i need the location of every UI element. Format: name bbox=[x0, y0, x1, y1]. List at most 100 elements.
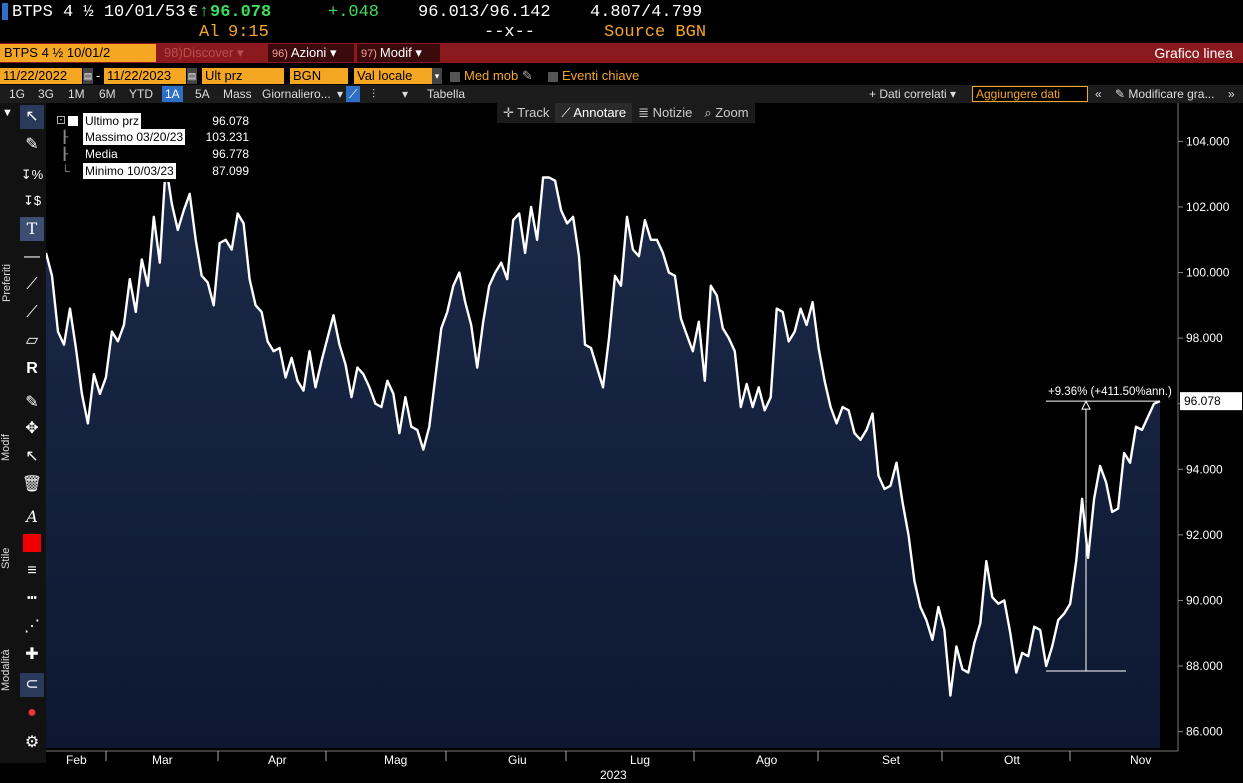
calendar-icon[interactable]: ▤ bbox=[83, 68, 93, 84]
horizontal-line-icon[interactable]: — bbox=[24, 248, 40, 265]
currency-select[interactable]: Val locale bbox=[354, 68, 432, 84]
end-date-input[interactable]: 11/22/2023 bbox=[104, 68, 186, 84]
field-select[interactable]: Ult prz bbox=[202, 68, 284, 84]
legend-avg-row[interactable]: ┠ Media 96.778 bbox=[55, 146, 253, 162]
tree-branch-icon: ┠ bbox=[61, 130, 69, 144]
moving-avg-toggle[interactable]: Med mob ✎ bbox=[450, 68, 533, 84]
modify-chart-button[interactable]: ✎ Modificare gra... bbox=[1115, 87, 1215, 101]
bar-chart-icon[interactable]: ⫶ bbox=[372, 87, 376, 101]
x-tick-label: Lug bbox=[630, 753, 650, 767]
table-button[interactable]: Tabella bbox=[427, 87, 466, 101]
range-button-6m[interactable]: 6M bbox=[99, 87, 116, 101]
quote-bar: BTPS 4 ½ 10/01/53 € ↑ 96.078 +.048 96.01… bbox=[0, 0, 1243, 43]
line-weight-icon[interactable]: ≡ bbox=[27, 562, 37, 579]
tree-branch-icon: ┠ bbox=[61, 147, 69, 161]
actions-menu[interactable]: 96) Azioni ▾ bbox=[268, 44, 354, 62]
ray-line-icon[interactable]: ⟋ bbox=[26, 304, 38, 321]
last-value-box bbox=[1180, 392, 1242, 411]
legend-low-row[interactable]: └ Minimo 10/03/23 87.099 bbox=[55, 163, 253, 179]
dollar-tool-icon[interactable]: ↧$ bbox=[22, 193, 42, 208]
color-dots-icon[interactable]: ● bbox=[27, 704, 37, 721]
start-date-input[interactable]: 11/22/2022 bbox=[0, 68, 82, 84]
trend-line-icon[interactable]: ⟋ bbox=[26, 276, 38, 293]
ticker[interactable]: BTPS 4 ½ 10/01/53 bbox=[12, 3, 186, 22]
legend-avg-label: Media bbox=[83, 146, 120, 162]
pen-icon[interactable]: ✎ bbox=[25, 136, 39, 153]
range-button-1m[interactable]: 1M bbox=[68, 87, 85, 101]
crosshair-icon[interactable]: ✚ bbox=[25, 646, 39, 663]
security-field[interactable]: BTPS 4 ½ 10/01/2 bbox=[0, 44, 156, 62]
trash-icon[interactable]: 🗑 bbox=[21, 476, 43, 493]
news-button[interactable]: ≣ Notizie bbox=[638, 105, 693, 120]
range-button-ytd[interactable]: YTD bbox=[129, 87, 153, 101]
add-data-input[interactable]: Aggiungere dati bbox=[972, 86, 1088, 102]
legend-high-row[interactable]: ┠ Massimo 03/20/23 103.231 bbox=[55, 129, 253, 145]
style-label: Stile bbox=[0, 547, 12, 569]
range-button-1g[interactable]: 1G bbox=[9, 87, 26, 101]
chevron-down-icon[interactable]: ▾ bbox=[337, 87, 344, 101]
bid-ask: 96.013/96.142 bbox=[418, 3, 551, 22]
line-style-icon[interactable]: ┅ bbox=[27, 590, 37, 607]
font-style-icon[interactable]: A bbox=[26, 507, 38, 526]
collapse-icon[interactable]: - bbox=[57, 116, 65, 124]
channel-icon[interactable]: ▱ bbox=[25, 332, 39, 349]
x-tick-label: Apr bbox=[268, 753, 287, 767]
checkbox-icon bbox=[548, 71, 558, 82]
range-button-3g[interactable]: 3G bbox=[38, 87, 55, 101]
collapse-icon[interactable]: « bbox=[1095, 87, 1102, 101]
chevron-down-icon: ▾ bbox=[329, 45, 337, 60]
price-line[interactable] bbox=[46, 163, 1161, 697]
discover-menu[interactable]: 98)Discover ▾ bbox=[164, 45, 244, 60]
magnet-icon[interactable]: ⊂ bbox=[20, 673, 44, 697]
range-button-5a[interactable]: 5A bbox=[195, 87, 210, 101]
modify-menu[interactable]: 97) Modif ▾ bbox=[357, 44, 440, 62]
line-chart-icon[interactable]: ⟋ bbox=[346, 86, 361, 102]
legend-last-row[interactable]: - Ultimo prz 96.078 bbox=[55, 113, 253, 129]
favorites-label: Preferiti bbox=[1, 264, 13, 302]
range-button-mass[interactable]: Mass bbox=[223, 87, 252, 101]
legend-last-label: Ultimo prz bbox=[83, 113, 142, 129]
key-events-toggle[interactable]: Eventi chiave bbox=[548, 68, 639, 84]
settings-gear-icon[interactable]: ⚙ bbox=[24, 734, 40, 751]
price-source: Source BGN bbox=[604, 23, 707, 42]
frequency-select[interactable]: Giornaliero... bbox=[262, 87, 331, 101]
text-tool-icon[interactable]: T bbox=[20, 217, 44, 241]
up-arrow-icon: ↑ bbox=[199, 3, 210, 22]
y-tick-label: 90.000 bbox=[1186, 593, 1223, 607]
price-chart[interactable]: 104.000102.000100.00098.00096.00094.0009… bbox=[46, 103, 1243, 783]
calendar-icon[interactable]: ▤ bbox=[187, 68, 197, 84]
x-tick-label: Giu bbox=[508, 753, 527, 767]
toolbar-menu-icon[interactable]: » bbox=[1228, 87, 1235, 101]
brush-icon[interactable]: ✎ bbox=[25, 394, 39, 411]
dotted-line-icon[interactable]: ⋰ bbox=[24, 618, 40, 635]
magnifier-icon: ⌕ bbox=[704, 105, 712, 120]
move-icon[interactable]: ✥ bbox=[25, 420, 39, 437]
y-tick-label: 94.000 bbox=[1186, 462, 1223, 476]
chart-legend: - Ultimo prz 96.078 ┠ Massimo 03/20/23 1… bbox=[55, 112, 253, 182]
x-tick-label: Feb bbox=[66, 753, 87, 767]
x-tick-label: Mag bbox=[384, 753, 407, 767]
zoom-button[interactable]: ⌕ Zoom bbox=[704, 105, 749, 120]
chevron-down-icon[interactable]: ▾ bbox=[432, 68, 442, 84]
collapse-arrow-icon[interactable]: ▼ bbox=[2, 107, 13, 119]
annotate-button[interactable]: ⟋ Annotare bbox=[555, 103, 633, 123]
chevron-down-icon[interactable]: ▾ bbox=[402, 87, 409, 101]
related-data-button[interactable]: + Dati correlati ▾ bbox=[869, 87, 957, 101]
add-pointer-icon[interactable]: ↖ bbox=[25, 448, 39, 465]
retracement-icon[interactable]: R bbox=[26, 360, 38, 377]
source-input[interactable]: BGN bbox=[290, 68, 348, 84]
track-button[interactable]: ✛ Track bbox=[503, 105, 550, 120]
security-flag-icon bbox=[2, 3, 8, 20]
range-button-1a[interactable]: 1A bbox=[162, 86, 183, 102]
y-tick-label: 92.000 bbox=[1186, 528, 1223, 542]
percent-tool-icon[interactable]: ↧% bbox=[20, 167, 44, 182]
x-axis-year-label: 2023 bbox=[600, 768, 627, 782]
crosshair-icon: ✛ bbox=[503, 105, 514, 120]
last-value-label: 96.078 bbox=[1184, 394, 1221, 408]
color-picker-icon[interactable] bbox=[20, 531, 44, 555]
checkbox-icon bbox=[450, 71, 460, 82]
y-tick-label: 86.000 bbox=[1186, 725, 1223, 739]
chart-type-title: Grafico linea bbox=[1154, 45, 1233, 61]
legend-low-label: Minimo 10/03/23 bbox=[83, 163, 176, 179]
pointer-icon[interactable]: ↖ bbox=[20, 105, 44, 129]
